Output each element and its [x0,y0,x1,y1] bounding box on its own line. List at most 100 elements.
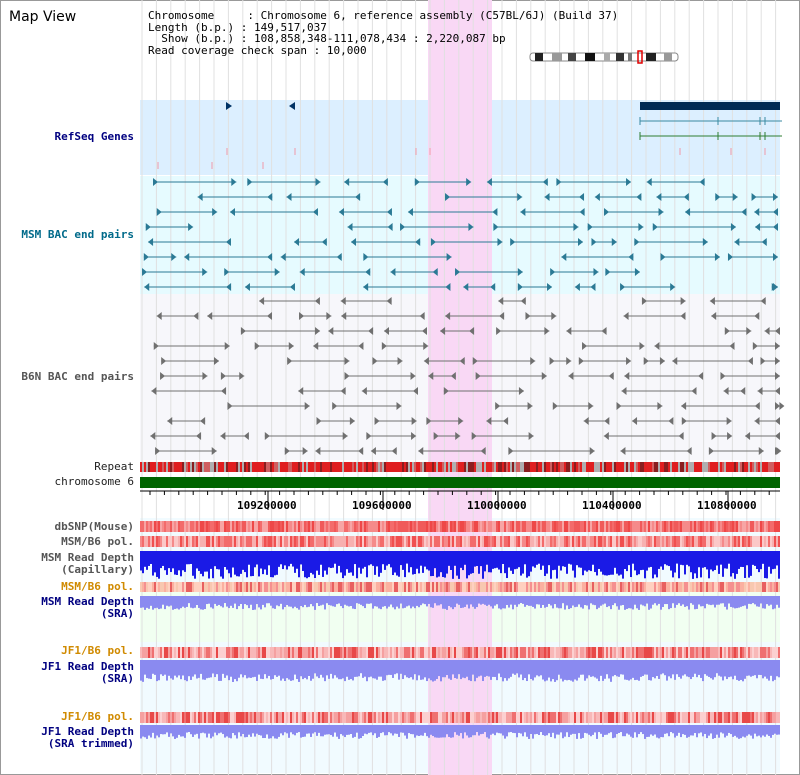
repeat-segment [604,462,606,472]
depth-bar [694,725,696,734]
heat-cell [694,521,696,532]
heat-cell [318,582,320,592]
heat-cell [226,536,228,547]
heat-cell [352,521,354,532]
track-label-msm-bac[interactable]: MSM BAC end pairs [21,228,134,241]
repeat-segment [326,462,328,472]
heat-cell [538,712,540,723]
depth-bar [670,596,672,609]
heat-cell [756,647,758,658]
repeat-segment [706,462,708,472]
heat-cell [418,521,420,532]
heat-cell [376,536,378,547]
heat-cell [362,712,364,723]
heat-cell [266,712,268,723]
depth-bar [596,551,598,576]
heat-cell [602,712,604,723]
depth-bar [458,660,460,675]
heat-cell [444,647,446,658]
heat-cell [286,536,288,547]
heat-cell [386,712,388,723]
heat-cell [152,582,154,592]
heat-cell [464,582,466,592]
track-label-refseq[interactable]: RefSeq Genes [54,130,134,143]
heat-cell [460,712,462,723]
heat-cell [258,582,260,592]
heat-cell [772,712,774,723]
depth-bar [410,551,412,568]
heat-cell [718,712,720,723]
heat-cell [770,647,772,658]
bac-end-marker [455,432,461,440]
bac-end-marker [549,357,555,365]
heat-cell [630,712,632,723]
depth-bar [322,725,324,737]
depth-bar [266,725,268,735]
heat-cell [464,712,466,723]
depth-bar [398,725,400,737]
depth-bar [774,596,776,609]
track-label-b6n-bac[interactable]: B6N BAC end pairs [21,370,134,383]
heat-cell [216,521,218,532]
heat-cell [660,647,662,658]
depth-bar [218,596,220,605]
depth-bar [522,551,524,574]
heat-cell [592,582,594,592]
heat-cell [506,521,508,532]
heat-cell [154,582,156,592]
depth-bar [508,551,510,568]
heat-cell [160,712,162,723]
repeat-segment [330,462,332,472]
depth-bar [414,551,416,574]
heat-cell [638,536,640,547]
heat-cell [750,521,752,532]
gene-arrow [289,102,295,110]
depth-bar [294,596,296,607]
heat-cell [654,712,656,723]
depth-bar [550,596,552,606]
depth-bar [650,596,652,609]
depth-bar [712,596,714,605]
depth-bar [478,596,480,604]
repeat-segment [606,462,608,472]
depth-bar [372,596,374,609]
depth-bar [188,596,190,604]
depth-bar [188,660,190,677]
heat-cell [408,536,410,547]
depth-bar [626,596,628,609]
bac-end-marker [358,447,364,455]
heat-cell [246,536,248,547]
heat-cell [488,582,490,592]
heat-cell [400,536,402,547]
depth-bar [458,551,460,579]
heat-cell [368,521,370,532]
depth-bar [414,660,416,675]
repeat-segment [732,462,734,472]
depth-bar [522,660,524,681]
repeat-segment [242,462,244,472]
depth-bar [170,596,172,606]
depth-bar [286,551,288,570]
repeat-segment [438,462,440,472]
heat-cell [774,582,776,592]
bac-end-marker [381,342,387,350]
depth-bar [536,660,538,676]
depth-bar [772,596,774,610]
depth-bar [614,660,616,676]
depth-bar [368,725,370,733]
bac-end-marker [775,402,780,410]
heat-cell [196,536,198,547]
heat-cell [514,536,516,547]
bac-end-marker [660,253,666,261]
bac-end-marker [510,238,516,246]
depth-bar [400,551,402,566]
heat-cell [648,647,650,658]
depth-bar [638,725,640,735]
depth-bar [540,596,542,608]
heat-cell [322,536,324,547]
heat-cell [230,582,232,592]
heat-cell [438,582,440,592]
depth-bar [776,551,778,566]
